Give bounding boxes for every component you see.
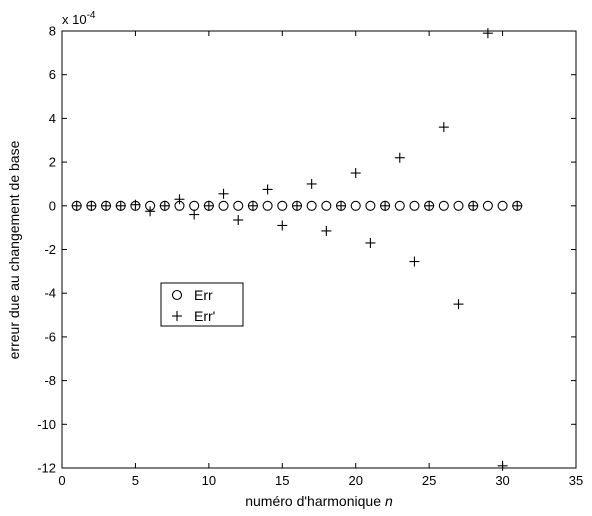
x-tick-label: 10	[202, 473, 216, 488]
x-tick-label: 30	[495, 473, 509, 488]
data-point-err-prime	[336, 200, 347, 211]
data-point-err-prime	[497, 460, 508, 471]
y-tick-label: -8	[44, 373, 56, 388]
x-axis-label: numéro d'harmonique n	[245, 493, 393, 509]
y-exponent: x 10-4	[62, 10, 96, 27]
data-point-err-prime	[512, 200, 523, 211]
data-point-err	[497, 200, 508, 211]
x-axis-label-text: numéro d'harmonique	[245, 493, 381, 509]
data-point-err	[409, 200, 420, 211]
data-point-err-prime	[159, 200, 170, 211]
data-point-err-prime	[130, 199, 141, 210]
data-point-err-prime	[277, 220, 288, 231]
data-point-err-prime	[203, 200, 214, 211]
x-tick-label: 5	[132, 473, 139, 488]
data-point-err-prime	[71, 200, 82, 211]
data-point-err-prime	[247, 200, 258, 211]
x-tick-label: 35	[569, 473, 583, 488]
y-tick-label: -2	[44, 242, 56, 257]
y-exponent-power: -4	[87, 10, 96, 21]
data-point-err	[453, 200, 464, 211]
data-point-err-prime	[482, 28, 493, 39]
x-tick-label: 20	[348, 473, 362, 488]
data-point-err-prime	[218, 188, 229, 199]
y-axis-ticks: -12 -10 -8 -6 -4 -2 0 2 4 6 8	[37, 24, 576, 476]
data-point-err-prime	[321, 225, 332, 236]
legend: Err Err'	[160, 282, 244, 327]
data-point-err	[438, 200, 449, 211]
y-tick-label: -12	[37, 461, 56, 476]
data-point-err-prime	[380, 200, 391, 211]
data-point-err-prime	[115, 200, 126, 211]
data-point-err-prime	[394, 152, 405, 163]
y-tick-label: -6	[44, 329, 56, 344]
data-point-err-prime	[174, 194, 185, 205]
data-point-err	[365, 200, 376, 211]
data-point-err-prime	[306, 178, 317, 189]
data-series	[71, 28, 523, 471]
x-axis-ticks: 0 5 10 15 20 25 30 35	[58, 31, 583, 488]
data-point-err-prime	[438, 122, 449, 133]
data-point-err	[277, 200, 288, 211]
data-point-err-prime	[365, 237, 376, 248]
data-point-err	[218, 200, 229, 211]
data-point-err-prime	[409, 256, 420, 267]
data-point-err-prime	[291, 200, 302, 211]
data-point-err	[233, 200, 244, 211]
data-point-err-prime	[145, 206, 156, 217]
y-tick-label: 4	[49, 111, 56, 126]
data-point-err-prime	[468, 200, 479, 211]
x-tick-label: 15	[275, 473, 289, 488]
legend-plus-marker	[172, 311, 182, 321]
y-tick-label: -4	[44, 286, 56, 301]
data-point-err	[262, 200, 273, 211]
x-tick-label: 0	[58, 473, 65, 488]
data-point-err	[306, 200, 317, 211]
data-point-err-prime	[424, 200, 435, 211]
y-tick-label: 0	[49, 198, 56, 213]
legend-box	[160, 282, 244, 327]
legend-label-err-prime: Err'	[194, 308, 215, 324]
y-axis-label: erreur due au changement de base	[6, 140, 22, 359]
legend-label-err: Err	[194, 287, 213, 303]
data-point-err-prime	[350, 168, 361, 179]
series-err-prime	[71, 28, 523, 471]
data-point-err-prime	[189, 209, 200, 220]
data-point-err-prime	[453, 299, 464, 310]
data-point-err-prime	[262, 184, 273, 195]
x-axis-label-variable: n	[385, 493, 393, 509]
data-point-err	[321, 200, 332, 211]
y-tick-label: -10	[37, 417, 56, 432]
x-tick-label: 25	[422, 473, 436, 488]
data-point-err-prime	[233, 215, 244, 226]
data-point-err	[394, 200, 405, 211]
data-point-err	[350, 200, 361, 211]
y-tick-label: 6	[49, 67, 56, 82]
y-tick-label: 2	[49, 155, 56, 170]
legend-circle-marker	[171, 289, 183, 301]
data-point-err-prime	[86, 200, 97, 211]
plot-area	[61, 30, 577, 469]
y-tick-label: 8	[49, 24, 56, 39]
y-exponent-base: x 10	[62, 12, 87, 27]
data-point-err-prime	[101, 200, 112, 211]
data-point-err	[482, 200, 493, 211]
